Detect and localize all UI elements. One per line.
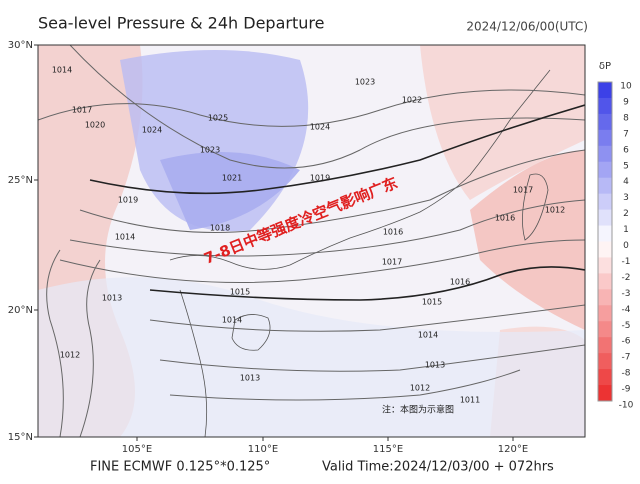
colorbar-cell	[598, 385, 612, 402]
isobar-label: 1017	[72, 106, 92, 115]
colorbar-tick: -2	[622, 273, 631, 283]
isobar-label: 1011	[460, 396, 480, 405]
isobar-label: 1014	[115, 233, 135, 242]
lat-label: 20°N	[8, 305, 33, 316]
lon-label: 105°E	[122, 444, 152, 455]
isobar-label: 1015	[230, 288, 250, 297]
isobar-label: 1012	[545, 206, 565, 215]
colorbar-tick: -8	[622, 369, 631, 379]
colorbar-cell	[598, 129, 612, 147]
colorbar-tick: -7	[622, 353, 631, 363]
colorbar-tick: 2	[623, 209, 629, 219]
lat-label: 30°N	[8, 40, 33, 51]
isobar-label: 1016	[495, 214, 515, 223]
colorbar-tick: 1	[623, 225, 629, 235]
map-time: 2024/12/06/00(UTC)	[466, 20, 588, 34]
isobar-label: 1012	[410, 384, 430, 393]
colorbar-cell	[598, 337, 612, 354]
isobar-label: 1015	[422, 298, 442, 307]
colorbar-tick: 10	[620, 82, 632, 92]
colorbar-frame	[597, 81, 613, 402]
colorbar-cell	[598, 225, 612, 242]
colorbar-cell	[598, 305, 612, 322]
colorbar-cell	[598, 113, 612, 131]
isobar-label: 1018	[210, 224, 230, 233]
map-title: Sea-level Pressure & 24h Departure	[38, 14, 324, 33]
colorbar-tick: 3	[623, 193, 629, 203]
colorbar-tick: -10	[619, 401, 634, 411]
colorbar-tick: -5	[622, 321, 631, 331]
colorbar-tick: -4	[622, 305, 631, 315]
colorbar-tick: 5	[623, 161, 629, 171]
colorbar-cell	[598, 241, 612, 258]
note: 注：本图为示意图	[382, 404, 454, 416]
isobar-label: 1020	[85, 121, 105, 130]
colorbar-cell	[598, 177, 612, 195]
colorbar-cell	[598, 289, 612, 306]
map-frame	[37, 44, 586, 438]
colorbar-tick: -3	[622, 289, 631, 299]
isobar-label: 1013	[425, 361, 445, 370]
colorbar-cell	[598, 161, 612, 179]
colorbar-cell	[598, 369, 612, 386]
isobar-label: 1014	[52, 66, 72, 75]
lon-label: 110°E	[248, 444, 278, 455]
isobar-label: 1017	[382, 258, 402, 267]
colorbar-tick: 0	[623, 241, 629, 251]
colorbar-tick: 6	[623, 145, 629, 155]
colorbar-tick: -1	[622, 257, 631, 267]
map-area	[38, 45, 585, 437]
lat-label: 25°N	[8, 175, 33, 186]
colorbar-cell	[598, 193, 612, 211]
footer-valid: Valid Time:2024/12/03/00 + 072hrs	[322, 460, 554, 475]
isobar-label: 1014	[222, 316, 242, 325]
colorbar-cell	[598, 273, 612, 290]
isobar-label: 1013	[240, 374, 260, 383]
isobar-label: 1019	[310, 174, 330, 183]
colorbar-tick: 7	[623, 129, 629, 139]
isobar-label: 1017	[513, 186, 533, 195]
colorbar-cell	[598, 145, 612, 163]
colorbar-tick: 9	[623, 97, 629, 107]
lat-label: 15°N	[8, 432, 33, 443]
colorbar-tick: -9	[622, 385, 631, 395]
colorbar-label: δP	[599, 61, 611, 72]
isobar-label: 1023	[355, 78, 375, 87]
isobar-label: 1022	[402, 96, 422, 105]
colorbar-cell	[598, 209, 612, 227]
isobar-label: 1023	[200, 146, 220, 155]
isobar-label: 1021	[222, 174, 242, 183]
colorbar-tick: 8	[623, 113, 629, 123]
colorbar-cell	[598, 82, 612, 99]
isobar-label: 1016	[383, 228, 403, 237]
colorbar-cell	[598, 257, 612, 274]
isobar-label: 1024	[310, 123, 330, 132]
colorbar-tick: -6	[622, 337, 631, 347]
lon-label: 120°E	[498, 444, 528, 455]
isobar-label: 1014	[418, 331, 438, 340]
colorbar-cell	[598, 97, 612, 115]
footer-model: FINE ECMWF 0.125°*0.125°	[90, 460, 270, 475]
isobar-label: 1016	[450, 278, 470, 287]
colorbar-tick: 4	[623, 177, 629, 187]
isobar-label: 1012	[60, 351, 80, 360]
isobar-label: 1025	[208, 114, 228, 123]
isobar-label: 1019	[118, 196, 138, 205]
isobar-label: 1013	[102, 294, 122, 303]
isobar-label: 1024	[142, 126, 162, 135]
colorbar-cell	[598, 353, 612, 370]
colorbar-cell	[598, 321, 612, 338]
lon-label: 115°E	[373, 444, 403, 455]
